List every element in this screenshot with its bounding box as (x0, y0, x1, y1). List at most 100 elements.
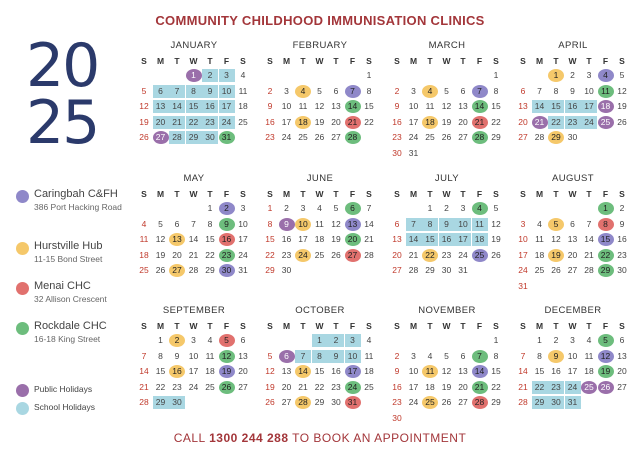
calendar-day: 8 (158, 350, 163, 361)
month-january: JANUARY S M T W T F S 1 2 3 4 5 6 7 8 9 10 11 12 13 14 15 16 17 1… (136, 40, 252, 170)
weekday-header: F (223, 56, 230, 66)
calendar-day: 4 (240, 70, 246, 80)
calendar-day: 11 (238, 85, 248, 96)
calendar-day: 1 (493, 335, 499, 345)
calendar-day: 26 (597, 380, 614, 394)
calendar-day: 30 (392, 412, 402, 423)
calendar-day: 23 (441, 249, 452, 260)
calendar-day: 9 (438, 217, 455, 231)
calendar-day: 17 (408, 381, 419, 392)
calendar-day: 3 (520, 218, 526, 229)
calendar-day: 23 (392, 132, 402, 142)
calendar-day: 11 (298, 101, 308, 111)
month-name: DECEMBER (544, 305, 602, 316)
calendar-day: 17 (567, 366, 578, 376)
weekday-header: F (349, 56, 356, 66)
weekday-header: T (586, 321, 592, 331)
calendar-day: 27 (617, 381, 627, 392)
calendar-day: 13 (169, 233, 185, 246)
calendar-day: 5 (597, 334, 614, 347)
calendar-day: 5 (619, 70, 625, 80)
calendar-day: 19 (491, 234, 501, 244)
calendar-day: 31 (408, 147, 419, 158)
calendar-day: 2 (202, 69, 218, 82)
calendar-day: 7 (405, 217, 422, 231)
calendar-day: 29 (205, 265, 215, 275)
weekday-header: T (586, 56, 592, 66)
calendar-day: 16 (392, 116, 402, 127)
calendar-day: 23 (265, 132, 275, 142)
weekday-header: T (300, 189, 306, 199)
calendar-day: 12 (155, 234, 166, 244)
calendar-day: 8 (422, 217, 438, 231)
weekday-header: M (409, 321, 418, 331)
calendar-day: 21 (471, 115, 488, 129)
calendar-day: 25 (597, 115, 614, 129)
calendar-day: 15 (548, 100, 564, 113)
calendar-day: 20 (567, 249, 578, 260)
legend-label: Public Holidays (34, 384, 93, 394)
weekday-header: F (223, 321, 230, 331)
calendar-day: 26 (441, 132, 452, 142)
calendar-day: 11 (584, 350, 594, 361)
page-title: COMMUNITY CHILDHOOD IMMUNISATION CLINICS (155, 13, 485, 28)
footer-post: TO BOOK AN APPOINTMENT (288, 431, 467, 445)
calendar-day: 25 (471, 248, 488, 262)
calendar-day: 25 (425, 132, 435, 142)
calendar-day: 16 (438, 233, 455, 246)
calendar-day: 4 (366, 335, 372, 345)
calendar-day: 6 (152, 84, 169, 98)
calendar-day: 4 (207, 335, 213, 345)
calendar-day: 24 (581, 115, 597, 129)
calendar-day: 19 (265, 381, 275, 392)
calendar-day: 4 (597, 69, 614, 82)
calendar-day: 22 (314, 381, 325, 392)
calendar-day: 18 (597, 100, 614, 113)
weekday-header: S (493, 189, 499, 199)
calendar-day: 15 (185, 100, 202, 113)
calendar-day: 12 (314, 101, 325, 111)
calendar-day: 13 (392, 234, 402, 244)
weekday-header: W (568, 56, 577, 66)
calendar-day: 30 (392, 147, 402, 158)
calendar-day: 5 (141, 85, 147, 96)
calendar-day: 2 (394, 350, 400, 361)
calendar-day: 7 (366, 203, 372, 213)
calendar-day: 7 (344, 84, 361, 98)
calendar-day: 15 (155, 366, 166, 376)
calendar-day: 4 (586, 335, 592, 345)
calendar-day: 16 (281, 234, 292, 244)
calendar-day: 24 (408, 132, 419, 142)
calendar-day: 26 (551, 265, 561, 275)
calendar-day: 2 (284, 203, 289, 213)
calendar-day: 20 (344, 233, 361, 246)
calendar-day: 8 (493, 85, 499, 96)
calendar-day: 20 (331, 116, 341, 127)
calendar-day: 23 (392, 397, 402, 407)
calendar-day: 6 (460, 85, 466, 96)
weekday-header: S (240, 189, 246, 199)
calendar-day: 22 (597, 248, 614, 262)
calendar-day: 13 (331, 101, 341, 111)
weekday-header: W (568, 189, 577, 199)
weekday-header: T (174, 189, 180, 199)
calendar-day: 10 (567, 350, 578, 361)
weekday-header: M (156, 189, 165, 199)
month-august: AUGUST S M T W T F S 1 2 3 4 5 6 7 8 9 10 11 12 13 14 15 16 17 18… (515, 173, 631, 303)
calendar-day: 1 (207, 203, 213, 213)
calendar-day: 13 (281, 366, 292, 376)
calendar-day: 25 (364, 381, 374, 392)
legend-label: School Holidays (34, 402, 95, 412)
calendar-day: 19 (441, 381, 452, 392)
calendar-day: 29 (425, 265, 435, 275)
weekday-header: M (409, 189, 418, 199)
weekday-header: W (189, 56, 198, 66)
weekday-header: S (493, 56, 499, 66)
calendar-day: 13 (344, 217, 361, 231)
calendar-day: 20 (617, 366, 627, 376)
phone-number[interactable]: 1300 244 288 (209, 431, 289, 445)
calendar-day: 15 (314, 366, 325, 376)
calendar-day: 17 (281, 116, 292, 127)
calendar-day: 13 (152, 100, 169, 113)
calendar-day: 24 (281, 132, 292, 142)
